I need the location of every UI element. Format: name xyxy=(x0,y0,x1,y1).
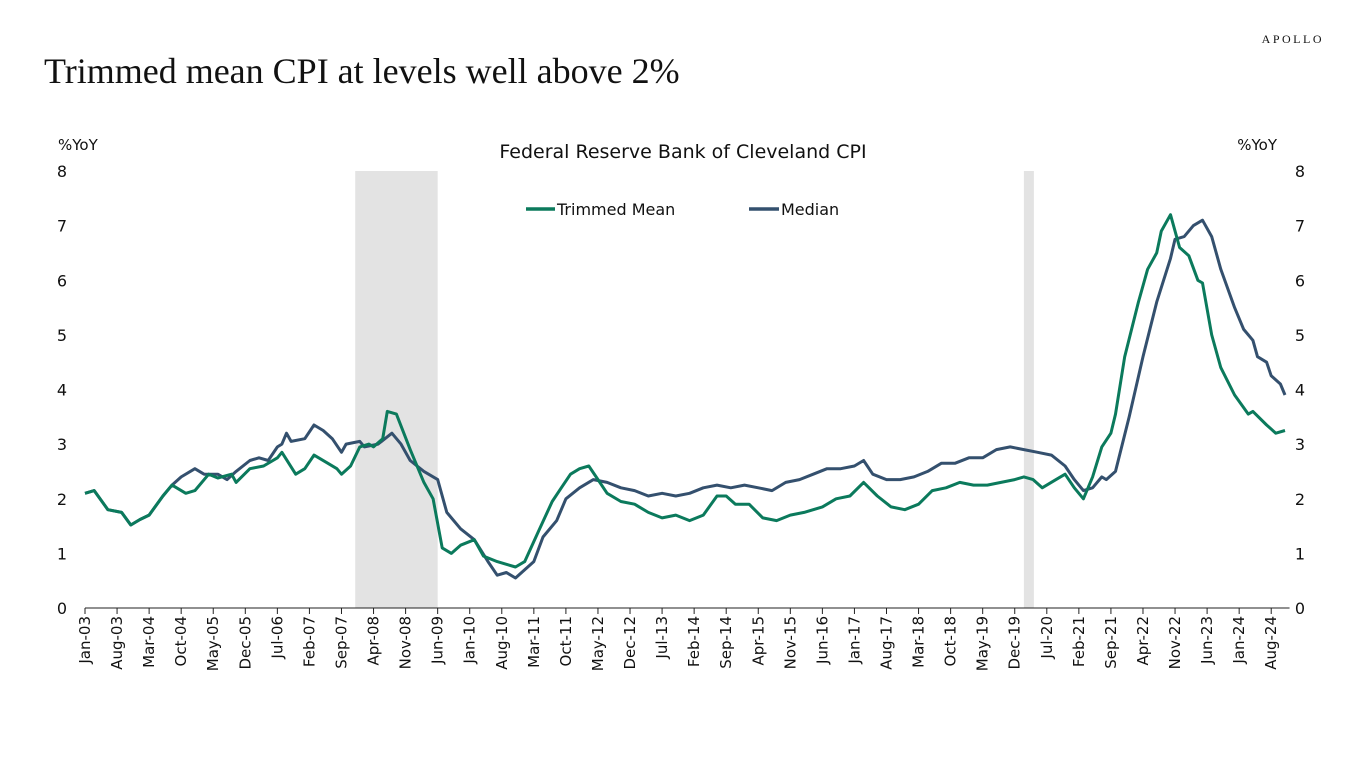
y-tick-label-right: 7 xyxy=(1295,217,1305,236)
x-tick-label: Oct-04 xyxy=(172,616,190,666)
y-tick-label-right: 6 xyxy=(1295,271,1305,290)
y-tick-label-right: 8 xyxy=(1295,162,1305,181)
y-tick-label-right: 4 xyxy=(1295,381,1305,400)
y-tick-label-left: 3 xyxy=(57,435,67,454)
x-tick-label: Jun-23 xyxy=(1198,616,1216,665)
x-tick-label: Nov-22 xyxy=(1166,616,1184,669)
x-tick-label: Aug-17 xyxy=(878,616,896,670)
x-tick-label: Jul-13 xyxy=(653,616,671,660)
y-tick-label-right: 0 xyxy=(1295,599,1305,618)
x-tick-label: Jul-06 xyxy=(268,616,286,660)
x-tick-label: Apr-08 xyxy=(365,616,383,666)
x-tick-label: Mar-11 xyxy=(525,616,543,668)
x-tick-label: Sep-21 xyxy=(1102,616,1120,669)
y-tick-label-left: 8 xyxy=(57,162,67,181)
y-axis-label-left: %YoY xyxy=(58,136,99,154)
x-tick-label: May-12 xyxy=(589,616,607,671)
page-title: Trimmed mean CPI at levels well above 2% xyxy=(44,51,680,91)
series-lines xyxy=(84,213,1287,580)
x-tick-label: Feb-14 xyxy=(685,616,703,667)
y-tick-label-left: 1 xyxy=(57,544,67,563)
recession-shading xyxy=(355,171,1034,608)
x-tick-label: Sep-14 xyxy=(717,616,735,669)
x-tick-label: Nov-08 xyxy=(397,616,415,669)
x-tick-label: Mar-18 xyxy=(910,616,928,668)
y-tick-label-right: 5 xyxy=(1295,326,1305,345)
recession-band xyxy=(355,171,438,608)
x-tick-label: Aug-03 xyxy=(108,616,126,670)
y-tick-label-left: 6 xyxy=(57,271,67,290)
x-tick-label: Feb-07 xyxy=(300,616,318,667)
x-tick-label: Aug-24 xyxy=(1262,616,1280,670)
y-tick-label-left: 4 xyxy=(57,381,67,400)
legend: Trimmed Mean Median xyxy=(526,200,839,219)
legend-label-median: Median xyxy=(781,200,839,219)
x-tick-label: Feb-21 xyxy=(1070,616,1088,667)
x-tick-label: Dec-05 xyxy=(236,616,254,670)
x-tick-label: Apr-22 xyxy=(1134,616,1152,666)
series-line-trimmed-mean xyxy=(84,213,1286,569)
x-tick-label: May-05 xyxy=(204,616,222,671)
x-tick-label: Jun-09 xyxy=(429,616,447,665)
x-tick-label: Dec-19 xyxy=(1006,616,1024,670)
x-tick-label: May-19 xyxy=(974,616,992,671)
y-tick-label-right: 1 xyxy=(1295,544,1305,563)
x-tick-label: Aug-10 xyxy=(493,616,511,670)
legend-label-trimmed-mean: Trimmed Mean xyxy=(556,200,675,219)
series-line-median xyxy=(84,218,1287,580)
y-tick-label-left: 5 xyxy=(57,326,67,345)
x-tick-label: Oct-11 xyxy=(557,616,575,666)
x-tick-label: Nov-15 xyxy=(781,616,799,669)
x-tick-label: Mar-04 xyxy=(140,616,158,668)
chart-title: Federal Reserve Bank of Cleveland CPI xyxy=(499,141,866,163)
y-tick-label-left: 0 xyxy=(57,599,67,618)
y-tick-label-left: 2 xyxy=(57,490,67,509)
y-tick-label-left: 7 xyxy=(57,217,67,236)
x-tick-label: Jan-03 xyxy=(76,616,94,665)
x-tick-label: Jan-17 xyxy=(845,616,863,665)
x-axis: Jan-03 Aug-03 Mar-04 Oct-04 May-05 Dec-05 Jul-… xyxy=(76,607,1290,671)
x-tick-label: Sep-07 xyxy=(332,616,350,669)
y-tick-label-right: 2 xyxy=(1295,490,1305,509)
y-axis-ticks: 0 0 1 1 2 2 3 3 4 4 5 5 6 6 7 7 8 8 xyxy=(57,162,1305,618)
x-tick-label: Jul-20 xyxy=(1038,616,1056,660)
x-tick-label: Jan-10 xyxy=(461,616,479,665)
x-tick-label: Dec-12 xyxy=(621,616,639,670)
x-tick-label: Jan-24 xyxy=(1230,616,1248,665)
y-tick-label-right: 3 xyxy=(1295,435,1305,454)
x-tick-label: Apr-15 xyxy=(749,616,767,666)
recession-band xyxy=(1023,171,1034,608)
x-tick-label: Jun-16 xyxy=(813,616,831,665)
y-axis-label-right: %YoY xyxy=(1237,136,1278,154)
x-tick-label: Oct-18 xyxy=(942,616,960,666)
apollo-logo: APOLLO xyxy=(1261,32,1324,46)
